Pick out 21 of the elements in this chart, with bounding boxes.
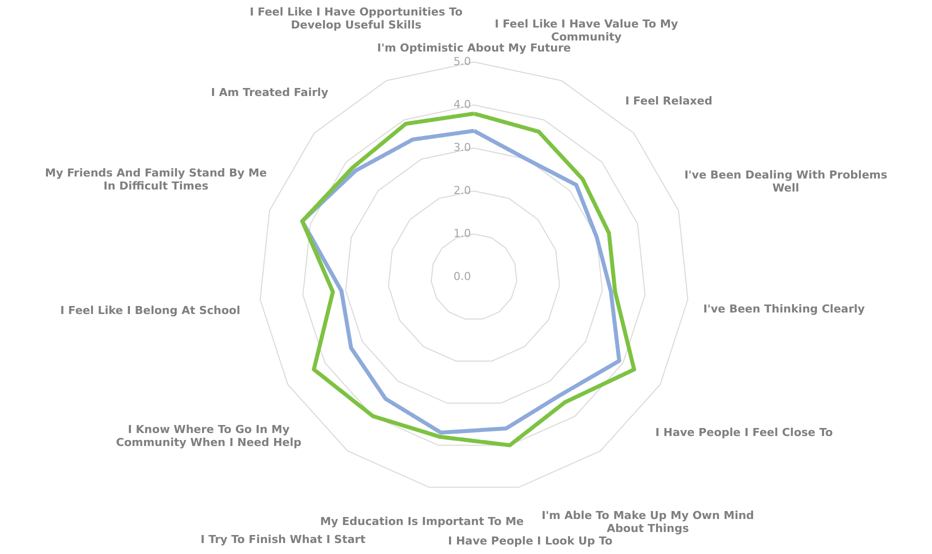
y-tick-label: 4.0 xyxy=(454,98,471,111)
spoke-label: I Feel Relaxed xyxy=(625,94,712,108)
spoke-label: I've Been Thinking Clearly xyxy=(703,302,865,316)
y-tick-label: 5.0 xyxy=(454,55,471,68)
spoke-label: I Try To Finish What I Start xyxy=(200,532,366,546)
spoke-label: My Education Is Important To Me xyxy=(320,515,524,528)
y-tick-label: 0.0 xyxy=(454,270,471,283)
spoke-label: I Feel Like I Have Value To My Community xyxy=(494,18,678,44)
spoke-label: I Feel Like I Have Opportunities To Develop Useful Skills xyxy=(250,5,463,32)
spoke-label: I Have People I Feel Close To xyxy=(655,426,834,439)
y-tick-label: 3.0 xyxy=(454,141,471,154)
spoke-label: I'm Able To Make Up My Own Mind About Things xyxy=(542,509,754,536)
spoke-label: I Know Where To Go In My Community When I Need Help xyxy=(116,423,302,450)
y-tick-label: 1.0 xyxy=(454,227,471,240)
spoke-label: I Am Treated Fairly xyxy=(211,86,328,100)
spoke-label: I've Been Dealing With Problems Well xyxy=(684,168,888,195)
spoke-label: My Friends And Family Stand By Me In Difficult Times xyxy=(45,166,267,193)
spoke-label: I'm Optimistic About My Future xyxy=(377,42,571,55)
spoke-label: I Have People I Look Up To xyxy=(448,534,613,548)
spoke-label: I Feel Like I Belong At School xyxy=(60,304,240,318)
y-tick-label: 2.0 xyxy=(454,184,471,197)
